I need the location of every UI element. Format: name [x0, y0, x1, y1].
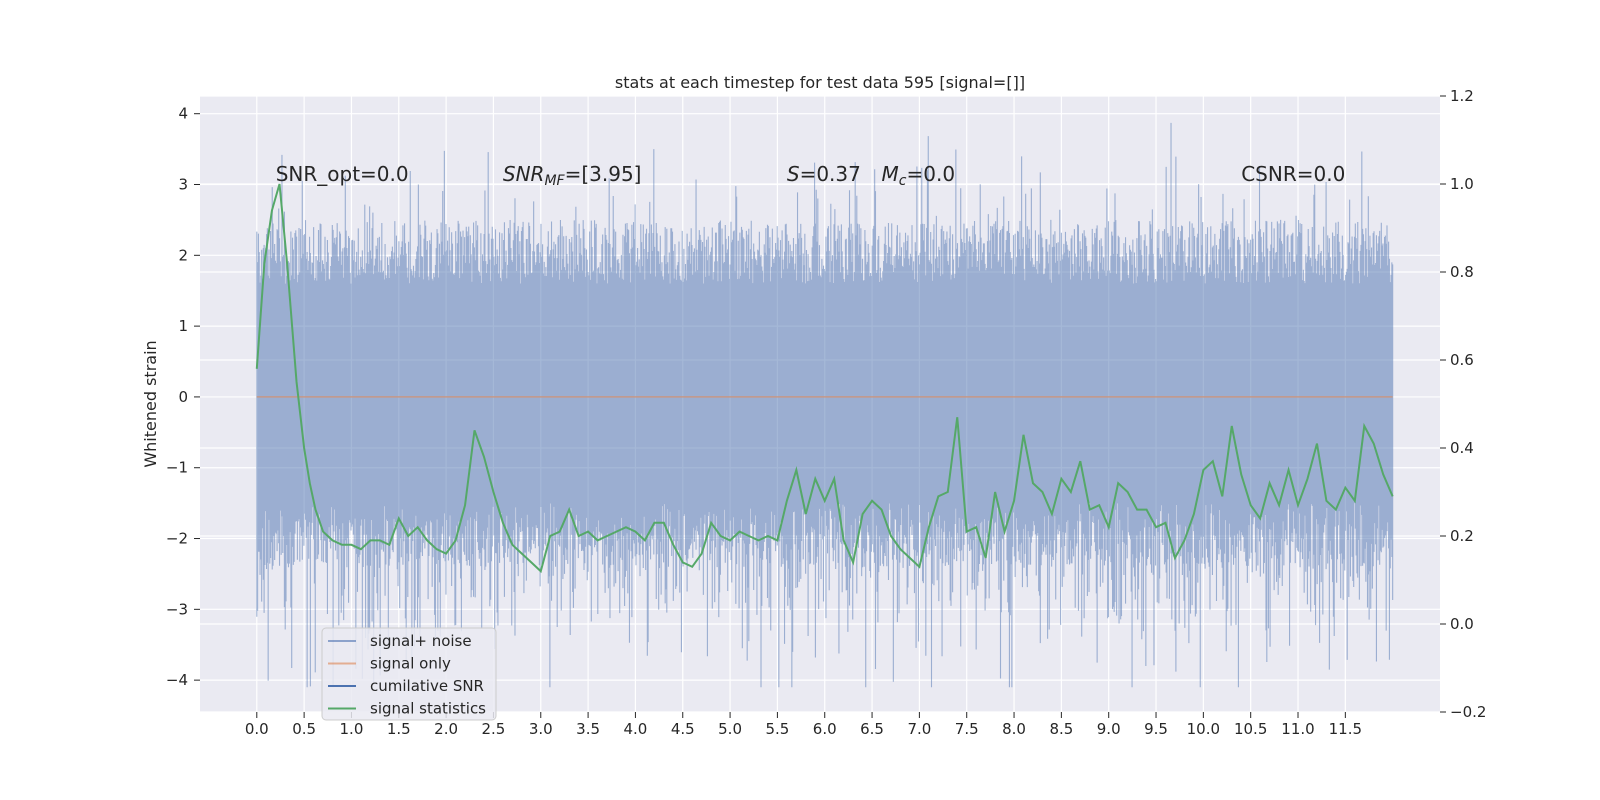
- y-tick-label: −1: [166, 459, 188, 477]
- y2-tick-label: 0.8: [1450, 263, 1474, 281]
- x-tick-label: 6.5: [860, 720, 884, 738]
- legend-label: signal statistics: [370, 700, 486, 718]
- y2-tick-label: 0.2: [1450, 527, 1474, 545]
- x-tick-label: 3.5: [576, 720, 600, 738]
- annotations: SNR_opt=0.0 SNRMF=[3.95] S=0.37 Mc=0.0 CSNR=…: [276, 162, 1346, 189]
- y-tick-label: −2: [166, 530, 188, 548]
- y-tick-label: −3: [166, 600, 188, 618]
- y2-tick-label: 0.0: [1450, 615, 1474, 633]
- legend-label: cumilative SNR: [370, 677, 484, 695]
- legend-label: signal only: [370, 655, 451, 673]
- x-axis-ticks: 0.0 0.5 1.0 1.5 2.0 2.5 3.0 3.5 4.0 4.5 5.0 5.5 6.0 6…: [245, 712, 1362, 738]
- y-tick-label: 2: [178, 246, 188, 264]
- signal-statistics-series: [255, 183, 1394, 574]
- x-tick-label: 1.5: [387, 720, 411, 738]
- x-tick-label: 10.5: [1234, 720, 1267, 738]
- y2-tick-label: 1.0: [1450, 175, 1474, 193]
- x-tick-label: 4.5: [671, 720, 695, 738]
- legend-box: [321, 627, 497, 721]
- x-tick-label: 1.0: [340, 720, 364, 738]
- legend-label: signal+ noise: [370, 632, 472, 650]
- y-axis-label: Whitened strain: [141, 340, 160, 467]
- x-tick-label: 6.0: [813, 720, 837, 738]
- x-tick-label: 3.0: [529, 720, 553, 738]
- x-tick-label: 2.5: [482, 720, 506, 738]
- x-tick-label: 5.0: [718, 720, 742, 738]
- y-tick-label: 1: [178, 317, 188, 335]
- y-axis-left-ticks: 4 3 2 1 0 −1 −2 −3 −4: [166, 105, 200, 689]
- y2-tick-label: −0.2: [1450, 703, 1486, 721]
- chart-title: stats at each timestep for test data 595…: [615, 73, 1025, 92]
- x-tick-label: 11.5: [1329, 720, 1362, 738]
- y-tick-label: 4: [178, 105, 188, 123]
- annotation-label: Mc=0.0: [882, 162, 956, 189]
- x-tick-label: 4.0: [623, 720, 647, 738]
- y-tick-label: 0: [178, 388, 188, 406]
- legend: signal+ noise signal only cumilative SNR si…: [321, 627, 497, 721]
- x-tick-label: 10.0: [1187, 720, 1220, 738]
- annotation-label: S=0.37: [787, 162, 861, 186]
- y-tick-label: 3: [178, 176, 188, 194]
- y2-tick-label: 0.4: [1450, 439, 1474, 457]
- annotation-label: SNRMF=[3.95]: [503, 162, 642, 189]
- y2-tick-label: 1.2: [1450, 87, 1474, 105]
- annotation-label: CSNR=0.0: [1241, 162, 1345, 186]
- y-tick-label: −4: [166, 671, 188, 689]
- x-tick-label: 0.0: [245, 720, 269, 738]
- annotation-label: SNR_opt=0.0: [276, 162, 409, 186]
- y-axis-right-ticks: 1.2 1.0 0.8 0.6 0.4 0.2 0.0 −0.2: [1440, 87, 1486, 721]
- x-tick-label: 5.5: [765, 720, 789, 738]
- x-tick-label: 7.5: [955, 720, 979, 738]
- x-tick-label: 8.5: [1049, 720, 1073, 738]
- x-tick-label: 2.0: [434, 720, 458, 738]
- x-tick-label: 11.0: [1281, 720, 1314, 738]
- x-tick-label: 9.0: [1097, 720, 1121, 738]
- x-tick-label: 8.0: [1002, 720, 1026, 738]
- x-tick-label: 7.0: [907, 720, 931, 738]
- y2-tick-label: 0.6: [1450, 351, 1474, 369]
- x-tick-label: 9.5: [1144, 720, 1168, 738]
- x-tick-label: 0.5: [292, 720, 316, 738]
